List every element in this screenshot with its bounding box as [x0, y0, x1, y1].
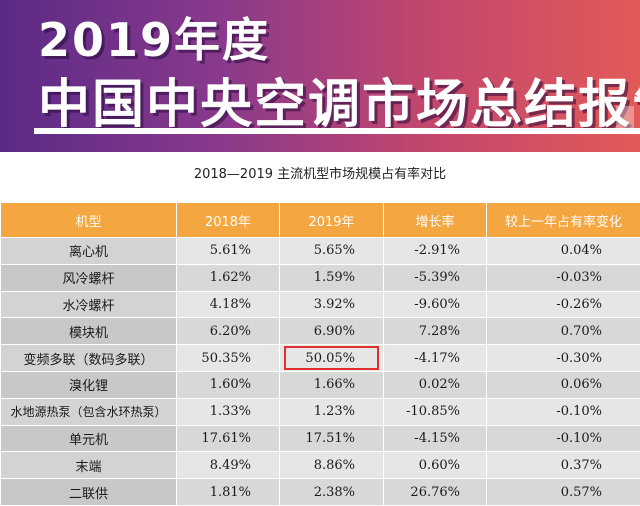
table-row: 离心机 5.61% 5.65% -2.91% 0.04% — [1, 238, 640, 265]
cell-share-change: -0.10% — [487, 398, 640, 425]
header-2019: 2019年 — [280, 203, 384, 238]
cell-2018: 17.61% — [177, 425, 280, 452]
cell-2018: 4.18% — [177, 291, 280, 318]
cell-2019: 8.86% — [280, 452, 384, 479]
cell-growth: 0.60% — [384, 452, 487, 479]
cell-2019-highlighted: 50.05% — [280, 345, 384, 372]
cell-share-change: -0.03% — [487, 264, 640, 291]
cell-2018: 1.33% — [177, 398, 280, 425]
cell-2018: 50.35% — [177, 345, 280, 372]
cell-growth: -4.17% — [384, 345, 487, 372]
cell-2018: 1.62% — [177, 264, 280, 291]
cell-growth: -10.85% — [384, 398, 487, 425]
cell-share-change: 0.57% — [487, 479, 640, 506]
cell-2018: 5.61% — [177, 238, 280, 265]
cell-model: 二联供 — [1, 479, 177, 506]
cell-2018: 6.20% — [177, 318, 280, 345]
banner-title-main: 中国中央空调市场总结报告 — [38, 62, 640, 137]
table-row: 末端 8.49% 8.86% 0.60% 0.37% — [1, 452, 640, 479]
table-row: 水地源热泵（包含水环热泵） 1.33% 1.23% -10.85% -0.10% — [1, 398, 640, 425]
cell-model: 水地源热泵（包含水环热泵） — [1, 398, 177, 425]
cell-2019: 1.59% — [280, 264, 384, 291]
table-row: 单元机 17.61% 17.51% -4.15% -0.10% — [1, 425, 640, 452]
table-subtitle: 2018—2019 主流机型市场规模占有率对比 — [0, 163, 640, 182]
market-share-table: 机型 2018年 2019年 增长率 较上一年占有率变化 离心机 5.61% 5… — [0, 202, 640, 506]
cell-growth: 7.28% — [384, 318, 487, 345]
table-row: 溴化锂 1.60% 1.66% 0.02% 0.06% — [1, 371, 640, 398]
cell-share-change: 0.70% — [487, 318, 640, 345]
header-model: 机型 — [1, 203, 177, 238]
cell-model: 变频多联（数码多联） — [1, 345, 177, 372]
cell-share-change: 0.06% — [487, 371, 640, 398]
cell-growth: 26.76% — [384, 479, 487, 506]
cell-share-change: -0.30% — [487, 345, 640, 372]
banner-title-year: 2019年度 — [38, 4, 270, 70]
cell-growth: -9.60% — [384, 291, 487, 318]
cell-model: 溴化锂 — [1, 371, 177, 398]
cell-growth: -5.39% — [384, 264, 487, 291]
cell-model: 风冷螺杆 — [1, 264, 177, 291]
cell-growth: 0.02% — [384, 371, 487, 398]
cell-2019: 5.65% — [280, 238, 384, 265]
cell-model: 水冷螺杆 — [1, 291, 177, 318]
cell-growth: -4.15% — [384, 425, 487, 452]
cell-2019: 2.38% — [280, 479, 384, 506]
banner-underline — [34, 128, 640, 134]
cell-2019: 17.51% — [280, 425, 384, 452]
header-growth: 增长率 — [384, 203, 487, 238]
table-row: 风冷螺杆 1.62% 1.59% -5.39% -0.03% — [1, 264, 640, 291]
table-row: 二联供 1.81% 2.38% 26.76% 0.57% — [1, 479, 640, 506]
cell-2019: 1.66% — [280, 371, 384, 398]
cell-2019: 6.90% — [280, 318, 384, 345]
cell-2019: 3.92% — [280, 291, 384, 318]
header-share-change: 较上一年占有率变化 — [487, 203, 640, 238]
cell-2018: 1.81% — [177, 479, 280, 506]
cell-share-change: 0.04% — [487, 238, 640, 265]
cell-model: 单元机 — [1, 425, 177, 452]
report-banner: 2019年度 中国中央空调市场总结报告 — [0, 0, 640, 152]
table-row: 水冷螺杆 4.18% 3.92% -9.60% -0.26% — [1, 291, 640, 318]
cell-share-change: -0.10% — [487, 425, 640, 452]
cell-share-change: -0.26% — [487, 291, 640, 318]
cell-share-change: 0.37% — [487, 452, 640, 479]
cell-growth: -2.91% — [384, 238, 487, 265]
cell-model: 末端 — [1, 452, 177, 479]
cell-2018: 1.60% — [177, 371, 280, 398]
cell-2018: 8.49% — [177, 452, 280, 479]
cell-2019: 1.23% — [280, 398, 384, 425]
header-2018: 2018年 — [177, 203, 280, 238]
table-row: 模块机 6.20% 6.90% 7.28% 0.70% — [1, 318, 640, 345]
cell-model: 模块机 — [1, 318, 177, 345]
table-row: 变频多联（数码多联） 50.35% 50.05% -4.17% -0.30% — [1, 345, 640, 372]
market-share-table-container: 机型 2018年 2019年 增长率 较上一年占有率变化 离心机 5.61% 5… — [0, 202, 640, 506]
table-header-row: 机型 2018年 2019年 增长率 较上一年占有率变化 — [1, 203, 640, 238]
cell-model: 离心机 — [1, 238, 177, 265]
